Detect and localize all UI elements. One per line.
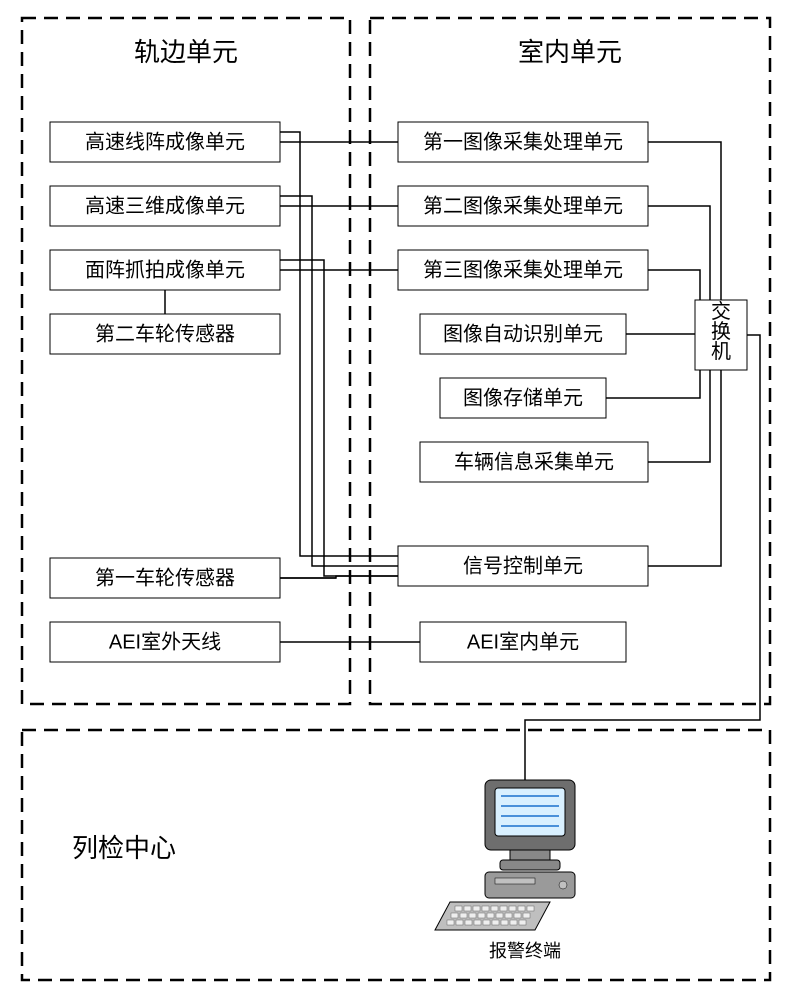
container-title: 室内单元	[518, 37, 622, 67]
connection-line	[606, 370, 700, 398]
node-label-r1: 第一图像采集处理单元	[423, 130, 623, 153]
node-label-l4: 第二车轮传感器	[95, 322, 235, 345]
node-label-l3: 面阵抓拍成像单元	[85, 258, 245, 281]
node-label-r3: 第三图像采集处理单元	[423, 258, 623, 281]
node-switch-label: 机	[711, 340, 731, 363]
node-switch-label: 换	[711, 320, 731, 343]
node-label-r5: 图像存储单元	[463, 386, 583, 409]
node-label-l2: 高速三维成像单元	[85, 194, 245, 217]
node-label-r8: AEI室内单元	[467, 630, 579, 653]
connection-line	[648, 270, 700, 300]
container-box	[22, 18, 350, 704]
container-title: 列检中心	[72, 833, 176, 863]
node-label-r6: 车辆信息采集单元	[454, 450, 614, 473]
node-label-l6: AEI室外天线	[109, 630, 221, 653]
node-label-r2: 第二图像采集处理单元	[423, 194, 623, 217]
node-label-l5: 第一车轮传感器	[95, 566, 235, 589]
connection-line	[280, 196, 398, 566]
alarm-terminal-icon: 报警终端	[435, 780, 575, 961]
alarm-terminal-label: 报警终端	[489, 941, 561, 961]
node-label-l1: 高速线阵成像单元	[85, 130, 245, 153]
node-switch-label: 交	[711, 300, 731, 323]
connection-line	[280, 260, 398, 576]
node-label-r7: 信号控制单元	[463, 554, 583, 577]
node-label-r4: 图像自动识别单元	[443, 322, 603, 345]
container-title: 轨边单元	[134, 37, 238, 67]
